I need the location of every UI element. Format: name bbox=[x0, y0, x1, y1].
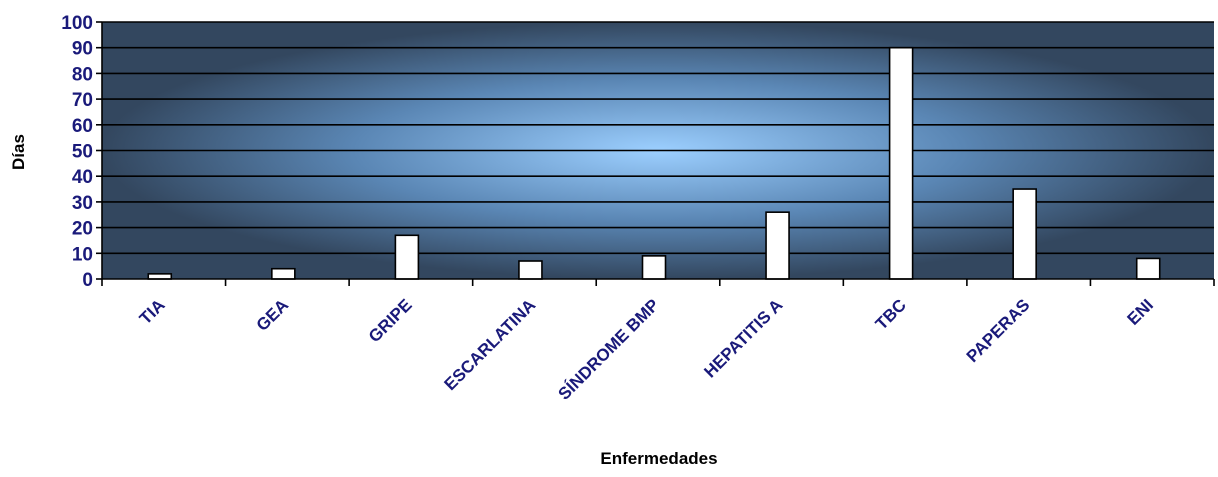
x-tick-label: SÍNDROME BMP bbox=[555, 295, 663, 403]
y-tick-label: 100 bbox=[61, 13, 93, 34]
x-tick-label: ESCARLATINA bbox=[441, 295, 540, 394]
x-tick-label: GRIPE bbox=[365, 295, 416, 346]
bar bbox=[271, 267, 296, 280]
x-tick-label: TBC bbox=[872, 295, 910, 333]
y-axis-title: Días bbox=[9, 134, 28, 170]
y-tick-label: 50 bbox=[72, 142, 93, 163]
y-tick-label: 20 bbox=[72, 219, 93, 240]
x-tick-label: ENI bbox=[1124, 295, 1157, 328]
x-axis-title: Enfermedades bbox=[600, 449, 717, 468]
bar bbox=[518, 260, 543, 280]
bar bbox=[1135, 257, 1161, 280]
x-tick-label: TIA bbox=[136, 295, 169, 328]
y-tick-label: 70 bbox=[72, 90, 93, 111]
x-tick-label: GEA bbox=[253, 295, 292, 334]
bar bbox=[1012, 188, 1037, 280]
y-tick-label: 40 bbox=[72, 167, 93, 188]
y-tick-label: 60 bbox=[72, 116, 93, 137]
bar bbox=[394, 234, 420, 280]
x-tick-label: PAPERAS bbox=[963, 295, 1034, 366]
x-tick-label: HEPATITIS A bbox=[700, 295, 786, 381]
y-tick-label: 10 bbox=[72, 244, 93, 265]
y-tick-label: 30 bbox=[72, 193, 93, 214]
bar bbox=[888, 46, 914, 280]
y-tick-label: 0 bbox=[82, 270, 93, 291]
bar bbox=[641, 255, 667, 280]
bar bbox=[765, 211, 790, 280]
y-tick-label: 80 bbox=[72, 64, 93, 85]
y-tick-label: 90 bbox=[72, 39, 93, 60]
